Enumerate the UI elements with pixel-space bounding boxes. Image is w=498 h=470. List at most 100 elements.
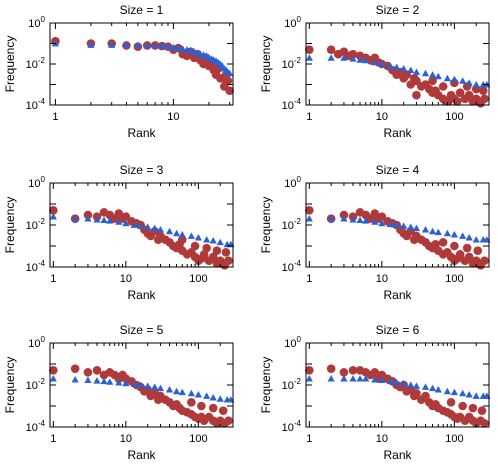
panel-1-x-axis-label: Rank (127, 126, 156, 140)
panel-5-circle-point (197, 401, 206, 411)
panel-4-triangle-point (327, 215, 335, 222)
panel-2-circle-point (348, 49, 358, 59)
panel-3-triangle-point (93, 216, 101, 223)
panel-3-circle-point (83, 210, 93, 220)
panel-2-triangle-point (443, 74, 451, 82)
panel-2-triangle-point (305, 54, 313, 61)
panel-6-triangle-point (421, 383, 430, 390)
panel-6-triangle-point (305, 375, 313, 382)
panel-2-circle-point (305, 45, 314, 54)
panel-5-series-2 (49, 375, 235, 403)
panel-6-y-tick-base: 10 (284, 338, 296, 350)
panel-6-y-tick-label: 10-4 (282, 419, 302, 434)
panel-4-y-tick-exp: 0 (297, 175, 302, 184)
panel-5-circle-point (187, 398, 196, 407)
panel-4-y-tick-label: 100 (284, 175, 301, 190)
panel-3-triangle-point (100, 216, 108, 224)
panel-2-triangle-point (349, 55, 357, 62)
panel-6-triangle-point (472, 392, 480, 399)
panel-3-triangle-point (209, 237, 217, 244)
panel-2-triangle-point (386, 62, 394, 69)
panel-1-triangle-point (164, 42, 172, 50)
panel-6-circle-point (326, 364, 336, 373)
panel-2-triangle-point (327, 54, 335, 61)
panel-4-triangle-point (412, 224, 421, 232)
panel-6-triangle-point (378, 376, 386, 384)
panel-4-circle-point (480, 256, 489, 265)
panel-3-x-tick-label: 10 (120, 273, 132, 285)
panel-3-triangle-point (130, 221, 138, 228)
panel-5-triangle-point (151, 383, 159, 390)
panel-4-y-tick-base: 10 (282, 262, 294, 274)
panel-4-triangle-point (340, 215, 348, 222)
panel-4-circle-point (305, 206, 314, 215)
panel-6-x-axis-label: Rank (383, 448, 412, 462)
panel-5-triangle-point (178, 388, 186, 396)
panel-6-y-axis-label: Frequency (259, 357, 273, 414)
panel-4-circle-point (377, 212, 387, 221)
panel-5-triangle-point (93, 377, 101, 384)
panel-5-triangle-point (203, 392, 211, 399)
panel-1-y-tick-exp: -4 (38, 97, 46, 106)
panel-2-triangle-point (407, 66, 415, 74)
panel-6-triangle-point (362, 375, 370, 382)
panel-6-triangle-point (400, 379, 408, 387)
panel-3-y-tick-base: 10 (26, 262, 38, 274)
panel-6-triangle-point (327, 375, 335, 382)
panel-5-triangle-point (194, 390, 202, 398)
panel-4-triangle-point (465, 234, 473, 241)
panel-5-triangle-point (71, 376, 79, 383)
panel-5-triangle-point (156, 384, 165, 392)
panel-4-triangle-point (393, 221, 401, 228)
panel-4-circle-point (455, 250, 465, 259)
panel-4-x-axis-label: Rank (383, 288, 412, 302)
panel-3-circle-point (177, 235, 187, 244)
panel-2-circle-point (443, 97, 452, 106)
panel-3-triangle-point (151, 224, 159, 232)
panel-6-y-tick-label: 100 (284, 335, 301, 350)
panel-1-x-tick-label: 1 (52, 111, 58, 123)
panel-5-y-tick-label: 100 (28, 335, 45, 350)
panel-4-triangle-point (443, 229, 451, 237)
panel-4-circle-point (464, 252, 474, 262)
panel-5-triangle-point (100, 377, 108, 385)
panel-2-triangle-point (465, 79, 473, 86)
panel-5-x-tick-label: 100 (189, 433, 207, 445)
panel-3-circle-point (190, 241, 200, 251)
panel-3-triangle-point (216, 238, 224, 246)
panel-5-x-axis-label: Rank (127, 448, 156, 462)
panel-3-title: Size = 3 (120, 163, 164, 177)
panel-6-triangle-point (434, 386, 442, 393)
panel-1-y-tick-label: 10-4 (26, 97, 46, 112)
panel-5-circle-point (49, 366, 58, 375)
panel-4-triangle-point (349, 216, 357, 223)
panel-2-triangle-point (428, 71, 437, 78)
panel-5-triangle-point (165, 386, 174, 393)
panel-6-y-tick-exp: -4 (294, 419, 302, 428)
panel-5-triangle-point (84, 376, 92, 384)
panel-1-triangle-point (169, 43, 177, 51)
panel-2-triangle-point (362, 56, 370, 64)
panel-2-y-tick-base: 10 (282, 100, 294, 112)
panel-4-y-tick-label: 10-2 (282, 217, 302, 232)
panel-5-triangle-point (130, 380, 138, 388)
panel-1-x-tick-label: 10 (167, 111, 179, 123)
panel-2-y-tick-label: 10-2 (282, 56, 302, 71)
panel-5-triangle-point (216, 395, 224, 402)
panel-6-x-tick-label: 100 (445, 433, 463, 445)
panel-5-circle-point (218, 406, 228, 415)
panel-6-y-tick-exp: -2 (294, 377, 302, 386)
panel-3-triangle-point (84, 215, 92, 222)
panel-1-title: Size = 1 (120, 3, 164, 17)
panel-4-triangle-point (305, 215, 313, 222)
panel-5-triangle-point (49, 375, 57, 382)
panel-5-y-tick-label: 10-4 (26, 419, 46, 434)
panel-6-triangle-point (450, 388, 458, 396)
panel-1-y-tick-base: 10 (26, 59, 38, 71)
panel-5-circle-point (83, 368, 93, 377)
panel-4-triangle-point (450, 230, 458, 238)
panel-5-triangle-point (172, 387, 181, 395)
panel-1-triangle-point (179, 45, 187, 52)
